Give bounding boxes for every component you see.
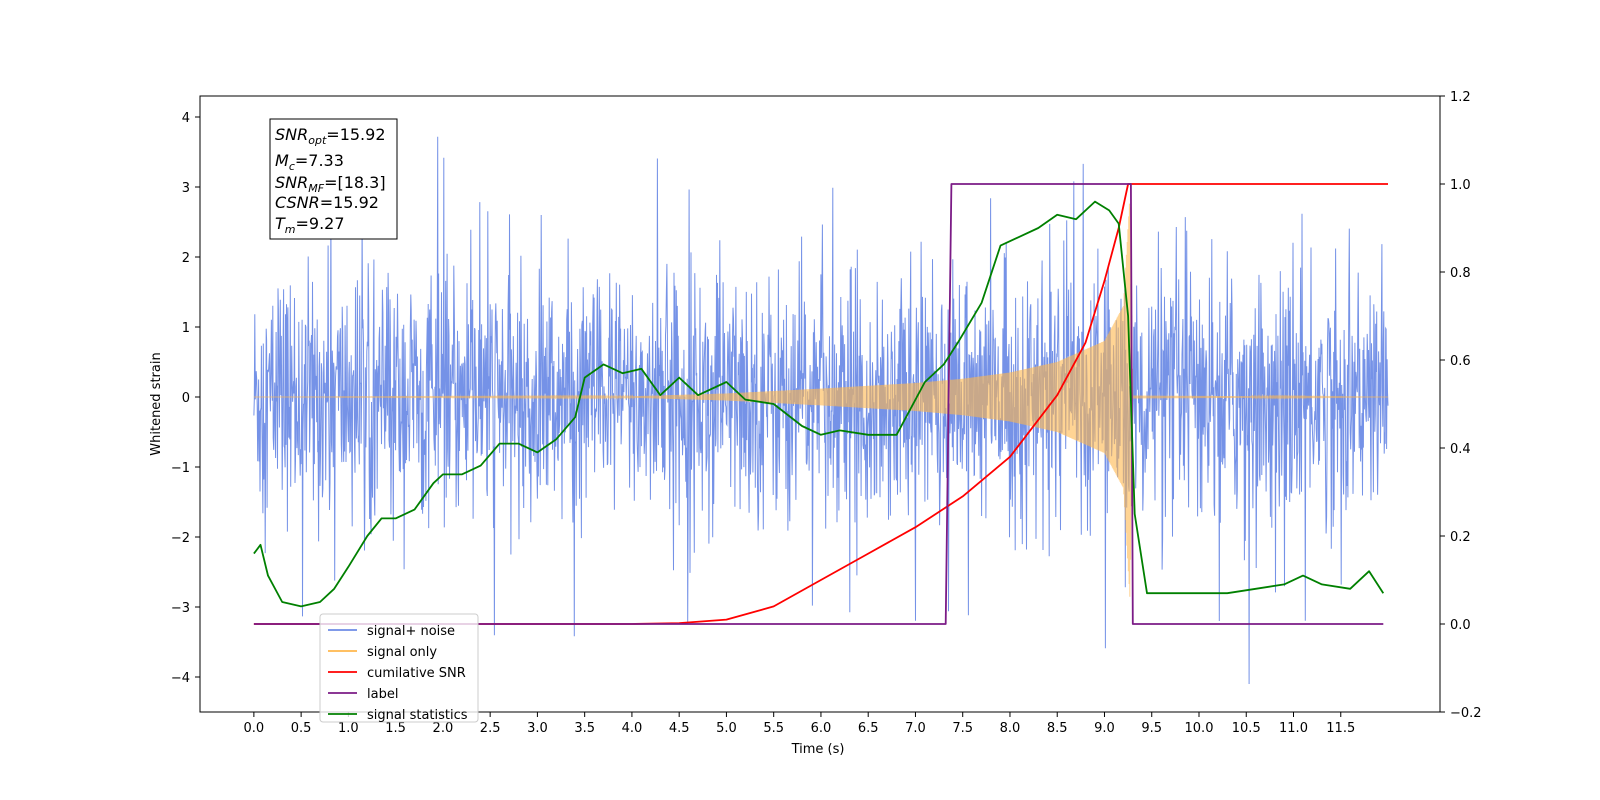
y2-tick-label: 0.4 <box>1450 442 1471 457</box>
x-axis-title: Time (s) <box>791 742 845 757</box>
x-tick-label: 8.0 <box>1000 721 1021 736</box>
x-tick-label: 2.0 <box>433 721 454 736</box>
y-tick-label: 2 <box>182 251 190 266</box>
series-signal-noise <box>253 136 1389 685</box>
info-tm: Tm=9.27 <box>275 214 345 236</box>
x-tick-label: 3.0 <box>527 721 548 736</box>
y-tick-label: −2 <box>171 531 190 546</box>
legend-label: label <box>367 687 398 702</box>
x-tick-label: 0.0 <box>244 721 265 736</box>
x-tick-label: 1.5 <box>385 721 406 736</box>
x-tick-label: 9.5 <box>1141 721 1162 736</box>
legend-label: signal+ noise <box>367 624 455 639</box>
y-tick-label: 4 <box>182 111 190 126</box>
info-mc: Mc=7.33 <box>275 151 344 173</box>
legend-item: signal statistics <box>328 708 468 723</box>
x-tick-label: 11.0 <box>1279 721 1308 736</box>
info-snr-mf-value: [18.3] <box>337 173 385 192</box>
x-tick-label: 8.5 <box>1047 721 1068 736</box>
x-tick-label: 6.5 <box>858 721 879 736</box>
x-tick-label: 5.5 <box>763 721 784 736</box>
legend-item: signal+ noise <box>328 624 455 639</box>
info-snr-opt-value: 15.92 <box>340 125 386 144</box>
y2-axis: 1.2 1.0 0.8 0.6 0.4 0.2 0.0 −0.2 <box>1440 90 1482 721</box>
x-tick-label: 9.0 <box>1094 721 1115 736</box>
legend-item: label <box>328 687 398 702</box>
x-tick-label: 7.5 <box>952 721 973 736</box>
x-tick-label: 10.5 <box>1232 721 1261 736</box>
info-csnr: CSNR=15.92 <box>275 193 379 212</box>
x-tick-label: 4.0 <box>622 721 643 736</box>
x-axis: 0.0 0.5 1.0 1.5 2.0 2.5 3.0 3.5 4.0 4.5 5.0 5.5 6.0 6… <box>244 712 1355 736</box>
series-signal-statistics <box>253 200 1385 608</box>
x-tick-label: 2.5 <box>480 721 501 736</box>
legend: signal+ noise signal only cumilative SNR la… <box>319 613 479 723</box>
y2-tick-label: 1.0 <box>1450 178 1471 193</box>
y-tick-label: −1 <box>171 461 190 476</box>
x-tick-label: 0.5 <box>291 721 312 736</box>
y2-tick-label: 0.2 <box>1450 530 1471 545</box>
y2-tick-label: 0.8 <box>1450 266 1471 281</box>
y-tick-label: 3 <box>182 181 190 196</box>
series-signal-only <box>253 203 1388 597</box>
x-tick-label: 5.0 <box>716 721 737 736</box>
y2-tick-label: 1.2 <box>1450 90 1471 105</box>
plot-frame <box>199 95 1441 713</box>
x-tick-label: 10.0 <box>1185 721 1214 736</box>
info-box-frame <box>269 118 398 240</box>
legend-label: cumilative SNR <box>367 666 466 681</box>
y-tick-label: 1 <box>182 321 190 336</box>
series-layer <box>253 136 1389 685</box>
x-tick-label: 7.0 <box>905 721 926 736</box>
legend-label: signal statistics <box>367 708 468 723</box>
y-tick-label: −3 <box>171 601 190 616</box>
y2-tick-label: 0.6 <box>1450 354 1471 369</box>
x-tick-label: 4.5 <box>669 721 690 736</box>
legend-frame <box>319 613 479 723</box>
y-axis: 4 3 2 1 0 −1 −2 −3 −4 <box>171 111 200 686</box>
x-tick-label: 6.0 <box>811 721 832 736</box>
info-snr-opt: SNRopt=15.92 <box>275 125 386 147</box>
legend-item: signal only <box>328 645 437 660</box>
x-tick-label: 11.5 <box>1326 721 1355 736</box>
legend-item: cumilative SNR <box>328 666 466 681</box>
series-cumilative-snr <box>253 183 1388 625</box>
x-tick-label: 1.0 <box>338 721 359 736</box>
x-tick-label: 3.5 <box>574 721 595 736</box>
y-axis-title: Whitened strain <box>149 352 164 455</box>
legend-label: signal only <box>367 645 437 660</box>
y-tick-label: −4 <box>171 671 190 686</box>
y-tick-label: 0 <box>182 391 190 406</box>
y2-tick-label: 0.0 <box>1450 618 1471 633</box>
info-box: SNRopt=15.92 Mc=7.33 SNRMF=[18.3] CSNR=1… <box>269 118 398 240</box>
y2-tick-label: −0.2 <box>1450 706 1482 721</box>
series-label <box>253 183 1384 625</box>
legend-items: signal+ noise signal only cumilative SNR la… <box>328 624 468 723</box>
info-snr-mf: SNRMF=[18.3] <box>275 173 386 195</box>
info-csnr-value: 15.92 <box>333 193 379 212</box>
info-mc-value: 7.33 <box>308 151 344 170</box>
info-tm-value: 9.27 <box>309 214 345 233</box>
